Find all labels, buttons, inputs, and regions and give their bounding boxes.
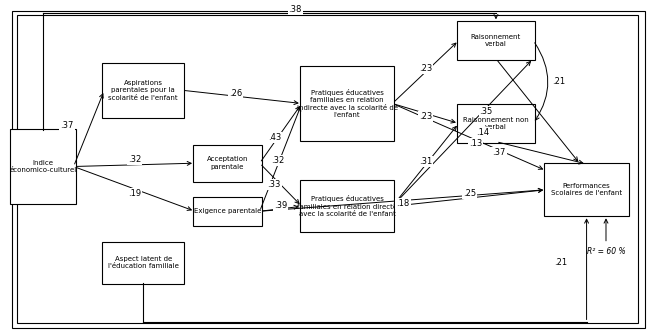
Text: .32: .32 [128, 156, 141, 165]
Text: .39: .39 [274, 201, 288, 210]
Text: .25: .25 [463, 188, 476, 197]
Text: Raisonnement
verbal: Raisonnement verbal [471, 34, 521, 47]
FancyBboxPatch shape [193, 197, 261, 225]
FancyBboxPatch shape [193, 145, 261, 181]
Text: Performances
Scolaires de l'enfant: Performances Scolaires de l'enfant [551, 183, 622, 196]
Text: Aspect latent de
l'éducation familiale: Aspect latent de l'éducation familiale [108, 256, 179, 269]
FancyBboxPatch shape [10, 129, 76, 204]
Text: Raisonnement non
verbal: Raisonnement non verbal [463, 117, 529, 130]
Text: .21: .21 [554, 258, 567, 267]
Text: Acceptation
parentale: Acceptation parentale [207, 157, 248, 170]
Text: .19: .19 [128, 189, 141, 198]
FancyBboxPatch shape [457, 104, 535, 143]
Text: .37: .37 [61, 121, 74, 130]
Text: Indice
économico-culturel: Indice économico-culturel [9, 160, 76, 173]
FancyBboxPatch shape [102, 242, 184, 284]
Text: .35: .35 [480, 107, 493, 116]
Text: Exigence parentale: Exigence parentale [194, 208, 261, 214]
Text: .38: .38 [289, 5, 302, 14]
FancyBboxPatch shape [544, 163, 629, 216]
Text: .18: .18 [396, 199, 409, 208]
FancyBboxPatch shape [300, 66, 394, 141]
Text: .37: .37 [492, 148, 506, 157]
Text: .23: .23 [419, 64, 432, 73]
Text: Pratiques éducatives
familiales en relation
indirecte avec la scolarité de
l'enf: Pratiques éducatives familiales en relat… [297, 89, 398, 118]
FancyBboxPatch shape [102, 63, 184, 118]
Text: .26: .26 [229, 89, 242, 98]
Text: .31: .31 [419, 157, 432, 166]
Text: Aspirations
parentales pour la
scolarité de l'enfant: Aspirations parentales pour la scolarité… [108, 80, 178, 101]
Text: .21: .21 [552, 78, 566, 87]
Text: .23: .23 [419, 112, 432, 121]
Text: .32: .32 [271, 156, 284, 165]
Text: .43: .43 [267, 133, 281, 142]
FancyBboxPatch shape [457, 21, 535, 60]
Text: Pratiques éducatives
familiales en relation directe
avec la scolarité de l'enfan: Pratiques éducatives familiales en relat… [297, 195, 397, 217]
Text: .13: .13 [469, 139, 482, 148]
Text: .33: .33 [267, 180, 281, 189]
Text: R² = 60 %: R² = 60 % [587, 247, 625, 256]
Text: .14: .14 [476, 128, 489, 137]
FancyBboxPatch shape [300, 180, 394, 232]
